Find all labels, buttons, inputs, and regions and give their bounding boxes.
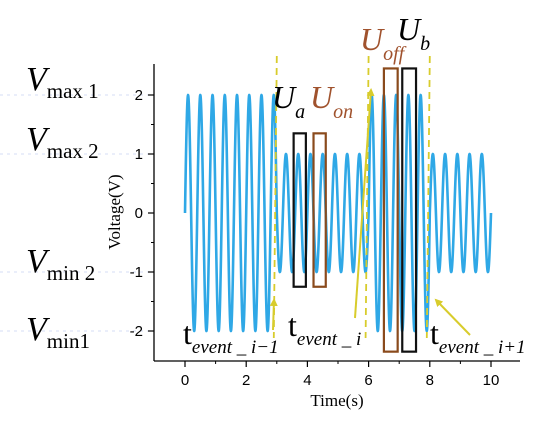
- x-tick-label: 4: [303, 372, 311, 389]
- level-label-vmin1: Vmin1: [26, 311, 90, 353]
- window-boxes: [292, 67, 418, 353]
- y-ticks: -2 -1 0 1 2: [130, 87, 154, 340]
- x-tick-label: 2: [242, 372, 250, 389]
- window-box: [401, 67, 418, 353]
- label-uoff: Uoff: [360, 21, 407, 65]
- label-ua: Ua: [272, 79, 305, 123]
- level-guides: [0, 94, 150, 332]
- y-tick-label: 0: [135, 205, 143, 222]
- label-ub: Ub: [397, 11, 430, 55]
- level-label-vmax2: Vmax 2: [26, 121, 99, 163]
- label-uon: Uon: [310, 79, 353, 123]
- label-t-event-curr: tevent _ i: [288, 307, 361, 350]
- arrow-t-event-prev: [269, 298, 278, 331]
- y-tick-label: -2: [130, 323, 143, 340]
- y-axis-title: Voltage(V): [105, 174, 124, 249]
- y-tick-label: 1: [135, 146, 143, 163]
- x-tick-label: 8: [426, 372, 434, 389]
- window-box: [292, 132, 307, 288]
- x-ticks: 0 2 4 6 8 10: [181, 361, 500, 389]
- label-t-event-prev: tevent _ i−1: [183, 315, 279, 358]
- y-tick-label: -1: [130, 264, 143, 281]
- x-tick-label: 10: [483, 372, 500, 389]
- x-tick-label: 0: [181, 372, 189, 389]
- level-label-vmax1: Vmax 1: [26, 61, 99, 103]
- level-label-vmin2: Vmin 2: [26, 243, 95, 285]
- window-box: [312, 132, 327, 288]
- signal-line: [183, 93, 493, 333]
- x-tick-label: 6: [364, 372, 372, 389]
- arrow-t-event-next: [434, 298, 471, 336]
- window-box: [382, 67, 399, 353]
- x-axis-title: Time(s): [310, 391, 363, 410]
- arrow-t-event-curr: [354, 88, 375, 319]
- y-tick-label: 2: [135, 87, 143, 104]
- label-t-event-next: tevent _ i+1: [430, 315, 526, 358]
